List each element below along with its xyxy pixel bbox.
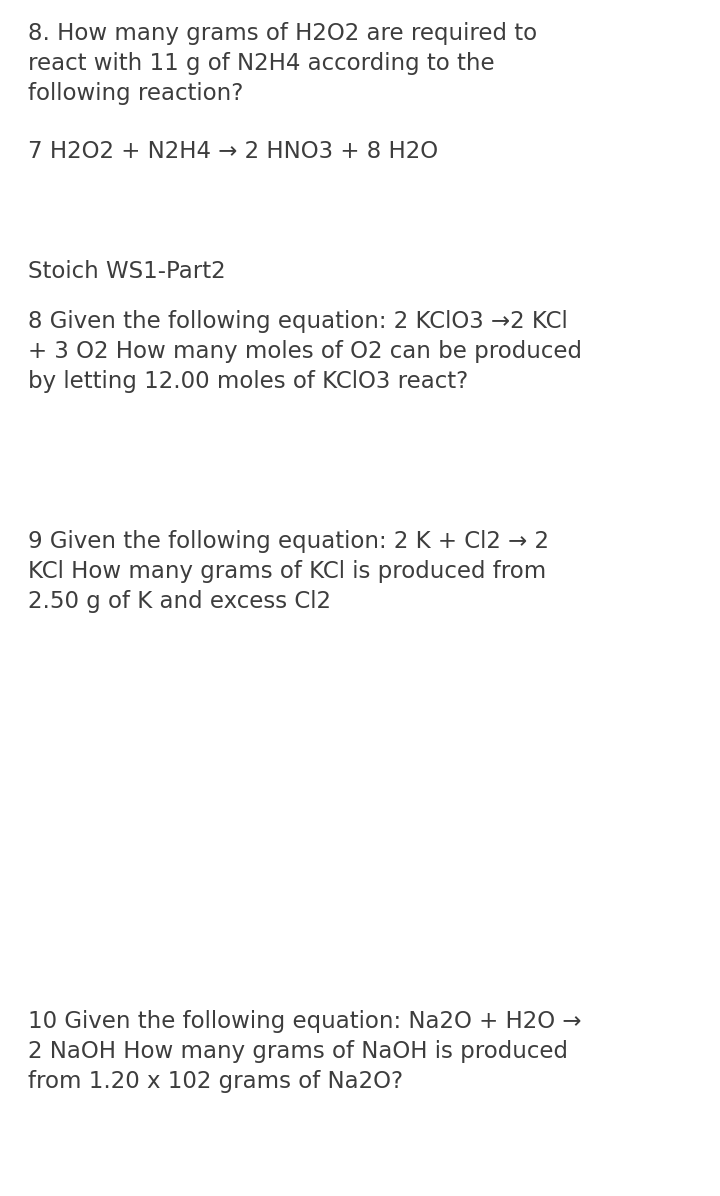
Text: 2 NaOH How many grams of NaOH is produced: 2 NaOH How many grams of NaOH is produce… (28, 1041, 568, 1063)
Text: 8. How many grams of H2O2 are required to: 8. How many grams of H2O2 are required t… (28, 22, 537, 45)
Text: from 1.20 x 102 grams of Na2O?: from 1.20 x 102 grams of Na2O? (28, 1070, 403, 1093)
Text: by letting 12.00 moles of KClO3 react?: by letting 12.00 moles of KClO3 react? (28, 370, 468, 393)
Text: 8 Given the following equation: 2 KClO3 →2 KCl: 8 Given the following equation: 2 KClO3 … (28, 310, 568, 332)
Text: + 3 O2 How many moles of O2 can be produced: + 3 O2 How many moles of O2 can be produ… (28, 340, 582, 364)
Text: react with 11 g of N2H4 according to the: react with 11 g of N2H4 according to the (28, 51, 495, 75)
Text: Stoich WS1-Part2: Stoich WS1-Part2 (28, 260, 225, 283)
Text: 7 H2O2 + N2H4 → 2 HNO3 + 8 H2O: 7 H2O2 + N2H4 → 2 HNO3 + 8 H2O (28, 140, 438, 163)
Text: KCl How many grams of KCl is produced from: KCl How many grams of KCl is produced fr… (28, 560, 546, 582)
Text: 9 Given the following equation: 2 K + Cl2 → 2: 9 Given the following equation: 2 K + Cl… (28, 530, 549, 553)
Text: following reaction?: following reaction? (28, 83, 243, 105)
Text: 2.50 g of K and excess Cl2: 2.50 g of K and excess Cl2 (28, 590, 331, 614)
Text: 10 Given the following equation: Na2O + H2O →: 10 Given the following equation: Na2O + … (28, 1009, 582, 1033)
